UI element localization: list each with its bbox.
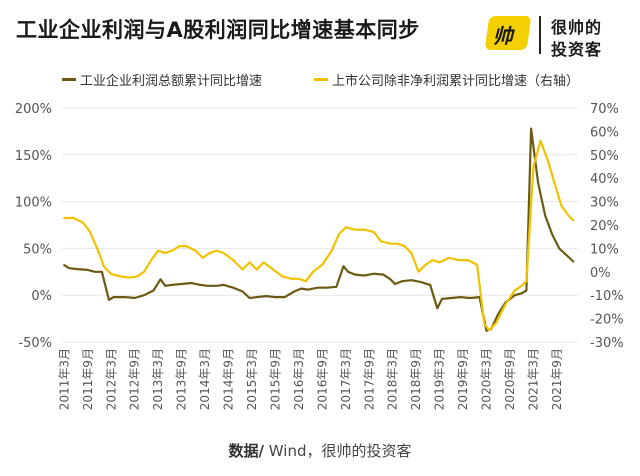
left-axis-tick-label: 100% bbox=[15, 196, 52, 211]
legend-item-listed: 上市公司除非净利润累计同比增速（右轴） bbox=[314, 70, 579, 89]
x-axis-tick-label: 2015年9月 bbox=[268, 348, 282, 410]
x-axis-tick-label: 2016年9月 bbox=[315, 348, 329, 410]
x-axis-tick-label: 2017年9月 bbox=[362, 348, 376, 410]
x-axis-tick-label: 2012年9月 bbox=[128, 348, 142, 410]
x-axis-tick-label: 2012年3月 bbox=[104, 348, 118, 410]
x-axis-tick-label: 2019年3月 bbox=[433, 348, 447, 410]
chart-title: 工业企业利润与A股利润同比增速基本同步 bbox=[16, 18, 420, 42]
x-axis-tick-label: 2018年3月 bbox=[386, 348, 400, 410]
right-axis-tick-label: 10% bbox=[590, 242, 619, 257]
right-axis-tick-label: -20% bbox=[590, 313, 624, 328]
right-axis-tick-label: 50% bbox=[590, 149, 619, 164]
legend-item-industrial: 工业企业利润总额累计同比增速 bbox=[62, 70, 262, 89]
left-axis-tick-label: 50% bbox=[23, 242, 52, 257]
legend-label-listed: 上市公司除非净利润累计同比增速（右轴） bbox=[332, 74, 580, 89]
x-axis-tick-label: 2011年9月 bbox=[81, 348, 95, 410]
x-axis-tick-label: 2021年9月 bbox=[550, 348, 564, 410]
right-axis-tick-label: 60% bbox=[590, 125, 619, 140]
right-axis-tick-label: 0% bbox=[590, 266, 611, 281]
right-axis-tick-label: 20% bbox=[590, 219, 619, 234]
right-axis-tick-label: -30% bbox=[590, 336, 624, 351]
chart-legend: 工业企业利润总额累计同比增速 上市公司除非净利润累计同比增速（右轴） bbox=[62, 70, 630, 90]
right-axis-tick-label: -10% bbox=[590, 289, 624, 304]
logo-divider bbox=[539, 16, 541, 54]
series-line-listed bbox=[63, 139, 575, 332]
brand-logo: 帅 很帅的 投资客 bbox=[484, 12, 637, 60]
source-note: 数据/ Wind，很帅的投资客 bbox=[0, 440, 640, 461]
x-axis-tick-label: 2020年3月 bbox=[480, 348, 494, 410]
x-axis-tick-label: 2011年3月 bbox=[57, 348, 71, 410]
source-text: Wind，很帅的投资客 bbox=[264, 442, 412, 460]
legend-label-industrial: 工业企业利润总额累计同比增速 bbox=[80, 74, 263, 89]
x-axis-tick-label: 2015年3月 bbox=[245, 348, 259, 410]
left-axis-tick-label: 200% bbox=[15, 102, 52, 117]
source-label: 数据/ bbox=[228, 442, 264, 460]
x-axis-tick-label: 2018年9月 bbox=[409, 348, 423, 410]
right-axis-tick-label: 40% bbox=[590, 172, 619, 187]
x-axis-tick-label: 2016年3月 bbox=[292, 348, 306, 410]
left-axis-tick-label: 0% bbox=[31, 289, 52, 304]
legend-swatch-listed bbox=[314, 78, 328, 81]
x-axis-tick-label: 2013年9月 bbox=[175, 348, 189, 410]
right-axis-tick-label: 30% bbox=[590, 196, 619, 211]
x-axis-tick-label: 2014年3月 bbox=[198, 348, 212, 410]
right-axis-tick-label: 70% bbox=[590, 102, 619, 117]
x-axis-tick-label: 2021年3月 bbox=[526, 348, 540, 410]
series-line-industrial bbox=[63, 127, 575, 332]
logo-text-line2: 投资客 bbox=[551, 40, 603, 59]
x-axis-tick-label: 2017年3月 bbox=[339, 348, 353, 410]
left-axis-tick-label: 150% bbox=[15, 149, 52, 164]
x-axis-tick-label: 2014年9月 bbox=[222, 348, 236, 410]
x-axis-tick-label: 2019年9月 bbox=[456, 348, 470, 410]
legend-swatch-industrial bbox=[62, 78, 76, 81]
x-axis-tick-label: 2013年3月 bbox=[151, 348, 165, 410]
left-axis-tick-label: -50% bbox=[18, 336, 52, 351]
logo-text-line1: 很帅的 bbox=[551, 18, 603, 37]
x-axis-tick-label: 2020年9月 bbox=[503, 348, 517, 410]
